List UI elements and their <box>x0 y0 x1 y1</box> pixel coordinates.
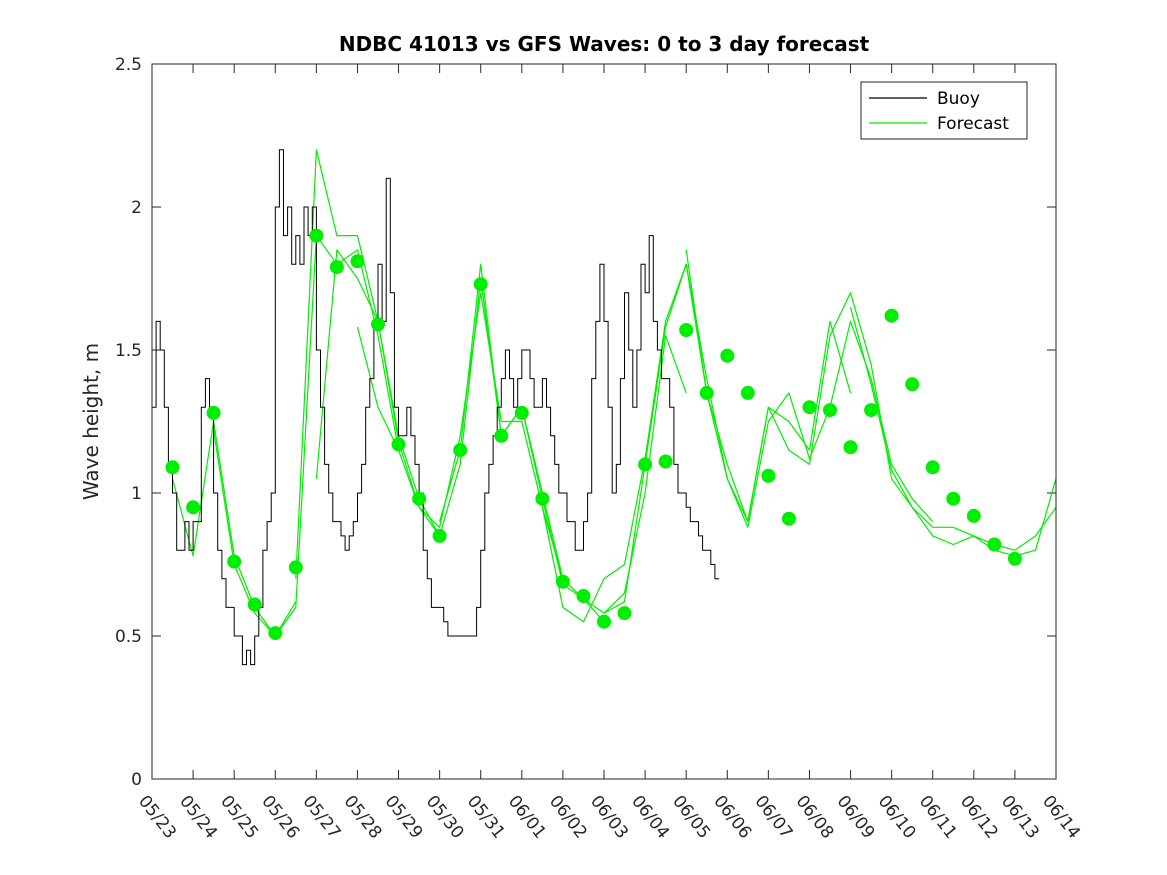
forecast-marker <box>679 323 694 337</box>
forecast-marker <box>494 428 509 443</box>
series-layer <box>152 149 1057 666</box>
y-tick-label: 0 <box>131 770 142 790</box>
forecast-marker <box>268 626 283 641</box>
forecast-marker <box>165 460 180 475</box>
forecast-marker <box>740 385 755 400</box>
forecast-marker <box>1007 551 1022 566</box>
legend: Buoy Forecast <box>860 81 1028 140</box>
y-tick-label: 2 <box>131 198 142 218</box>
forecast-marker <box>555 574 570 589</box>
forecast-marker <box>864 403 879 418</box>
forecast-marker <box>186 500 201 515</box>
forecast-marker <box>761 468 776 483</box>
forecast-marker <box>823 403 837 418</box>
forecast-marker <box>288 560 303 575</box>
legend-label-1: Forecast <box>937 114 1009 134</box>
forecast-marker <box>535 491 550 506</box>
forecast-marker <box>966 508 981 523</box>
forecast-marker <box>946 491 961 506</box>
forecast-marker <box>925 460 940 475</box>
forecast-series-1 <box>213 235 400 637</box>
forecast-marker <box>884 308 899 323</box>
y-axis-label: Wave height, m <box>79 343 103 500</box>
forecast-marker <box>309 228 324 243</box>
forecast-marker <box>371 317 385 332</box>
forecast-marker <box>432 528 447 543</box>
forecast-marker <box>227 554 242 569</box>
forecast-marker <box>391 437 406 452</box>
y-tick-label: 1.5 <box>115 341 142 361</box>
forecast-marker <box>350 254 365 269</box>
forecast-marker <box>905 377 920 392</box>
y-tick-label: 2.5 <box>115 55 142 75</box>
forecast-marker <box>781 511 796 526</box>
forecast-marker <box>802 400 817 415</box>
forecast-marker <box>638 457 653 472</box>
forecast-marker <box>453 443 468 458</box>
forecast-marker <box>987 537 1002 552</box>
forecast-marker <box>206 405 221 420</box>
forecast-series-8 <box>685 249 934 528</box>
y-tick-label: 1 <box>131 484 142 504</box>
buoy-series <box>152 149 720 666</box>
forecast-marker <box>597 614 611 629</box>
forecast-series-10 <box>849 306 1057 557</box>
legend-box <box>860 81 1028 140</box>
forecast-marker <box>617 606 632 621</box>
legend-label-0: Buoy <box>937 89 980 109</box>
chart-title: NDBC 41013 vs GFS Waves: 0 to 3 day fore… <box>339 32 870 56</box>
plot-area <box>152 64 1056 779</box>
y-tick-label: 0.5 <box>115 627 142 647</box>
forecast-series-6 <box>541 263 769 623</box>
forecast-marker <box>247 597 262 612</box>
forecast-marker <box>699 385 714 400</box>
plot-frame <box>151 63 1057 780</box>
forecast-marker <box>514 405 529 420</box>
forecast-marker <box>412 491 427 506</box>
forecast-marker <box>329 260 344 275</box>
forecast-marker <box>720 348 735 363</box>
forecast-marker <box>576 589 591 603</box>
forecast-marker <box>843 440 858 455</box>
forecast-marker <box>658 454 673 469</box>
forecast-marker <box>473 277 488 292</box>
